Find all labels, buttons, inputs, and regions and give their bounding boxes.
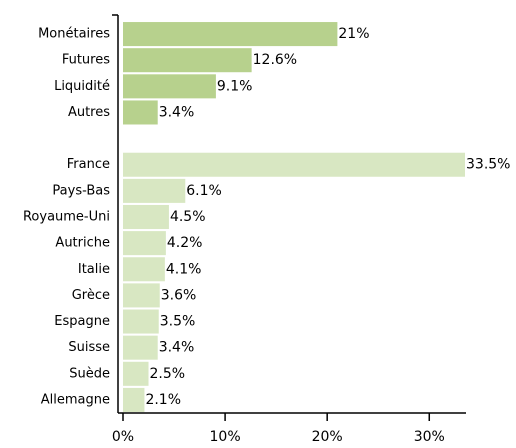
y-tick-label: Allemagne — [41, 392, 110, 407]
bar — [123, 74, 216, 99]
value-label: 33.5% — [466, 157, 510, 173]
x-tick-label: 10% — [210, 429, 241, 445]
bar — [123, 204, 169, 230]
y-tick-label: Italie — [78, 262, 110, 277]
y-tick-label: Espagne — [54, 314, 110, 329]
y-tick-label: Suède — [69, 366, 110, 381]
y-tick-label: Autres — [68, 105, 110, 120]
bar — [123, 283, 160, 308]
value-label: 3.4% — [159, 104, 195, 120]
bar — [123, 231, 166, 256]
y-tick-label: Futures — [62, 53, 110, 68]
bar — [123, 100, 158, 125]
bar — [123, 257, 165, 282]
value-label: 3.5% — [160, 314, 196, 330]
x-tick-label: 30% — [414, 429, 445, 445]
value-label: 2.1% — [145, 392, 181, 408]
value-label: 2.5% — [150, 366, 186, 382]
y-tick-label: Grèce — [72, 288, 110, 303]
y-tick-label: Suisse — [68, 340, 110, 355]
value-label: 6.1% — [186, 183, 222, 199]
value-label: 9.1% — [217, 78, 253, 94]
bar — [123, 361, 149, 386]
value-label: 3.6% — [161, 287, 197, 303]
x-tick-label: 20% — [312, 429, 343, 445]
bar — [123, 178, 186, 203]
x-tick-label: 0% — [112, 429, 134, 445]
y-tick-label: Royaume-Uni — [23, 210, 110, 225]
bar — [123, 335, 158, 360]
y-tick-label: Monétaires — [38, 27, 110, 42]
y-tick-label: Autriche — [55, 236, 110, 251]
bar — [123, 22, 338, 47]
bar — [123, 387, 145, 412]
value-label: 21% — [338, 26, 369, 42]
value-label: 12.6% — [253, 52, 297, 68]
bar — [123, 152, 465, 177]
y-tick-label: France — [67, 157, 110, 172]
value-label: 4.1% — [166, 261, 202, 277]
y-tick-label: Liquidité — [54, 79, 110, 94]
bar — [123, 309, 159, 334]
value-label: 3.4% — [159, 340, 195, 356]
y-tick-label: Pays-Bas — [52, 183, 110, 198]
value-label: 4.2% — [167, 235, 203, 251]
value-label: 4.5% — [170, 209, 206, 225]
bar — [123, 48, 252, 73]
